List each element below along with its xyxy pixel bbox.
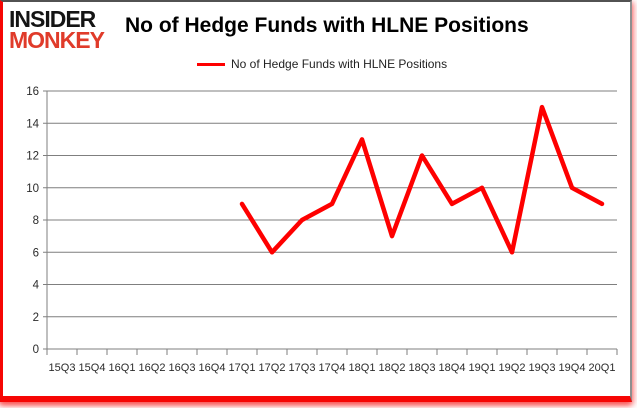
chart-frame: INSIDER MONKEY No of Hedge Funds with HL… <box>0 0 632 402</box>
x-axis-label-17Q1: 17Q1 <box>229 362 256 374</box>
x-axis-label-17Q4: 17Q4 <box>319 362 346 374</box>
x-axis-label-20Q1: 20Q1 <box>589 362 616 374</box>
x-axis-label-19Q2: 19Q2 <box>499 362 526 374</box>
legend: No of Hedge Funds with HLNE Positions <box>197 57 447 71</box>
x-axis-label-17Q2: 17Q2 <box>259 362 286 374</box>
legend-label: No of Hedge Funds with HLNE Positions <box>231 57 448 71</box>
x-axis-label-16Q1: 16Q1 <box>109 362 136 374</box>
insider-monkey-logo: INSIDER MONKEY <box>9 6 105 53</box>
x-axis-label-17Q3: 17Q3 <box>289 362 316 374</box>
y-axis-label-16: 16 <box>26 86 39 98</box>
logo-text-monkey: MONKEY <box>9 27 105 53</box>
y-axis-label-14: 14 <box>26 118 39 130</box>
y-axis-label-12: 12 <box>26 151 39 163</box>
x-axis-label-18Q2: 18Q2 <box>379 362 406 374</box>
x-axis-label-15Q4: 15Q4 <box>79 362 106 374</box>
x-axis-label-19Q4: 19Q4 <box>559 362 586 374</box>
y-axis-label-6: 6 <box>33 247 39 259</box>
x-axis-label-18Q4: 18Q4 <box>439 362 466 374</box>
x-axis-label-16Q4: 16Q4 <box>199 362 226 374</box>
legend-line-swatch <box>197 62 225 66</box>
x-axis-label-16Q3: 16Q3 <box>169 362 196 374</box>
x-axis-label-19Q1: 19Q1 <box>469 362 496 374</box>
x-axis-label-15Q3: 15Q3 <box>49 362 76 374</box>
x-axis-label-16Q2: 16Q2 <box>139 362 166 374</box>
x-axis-label-18Q3: 18Q3 <box>409 362 436 374</box>
x-axis-label-18Q1: 18Q1 <box>349 362 376 374</box>
y-axis-label-2: 2 <box>33 312 39 324</box>
chart-title: No of Hedge Funds with HLNE Positions <box>125 14 529 37</box>
logo-text-insider: INSIDER <box>9 6 96 32</box>
x-axis-label-19Q3: 19Q3 <box>529 362 556 374</box>
y-axis-label-10: 10 <box>26 183 39 195</box>
y-axis-label-4: 4 <box>33 280 40 292</box>
y-axis-label-0: 0 <box>33 344 39 356</box>
series-line-hedge-funds <box>239 104 605 255</box>
y-axis-label-8: 8 <box>33 215 39 227</box>
